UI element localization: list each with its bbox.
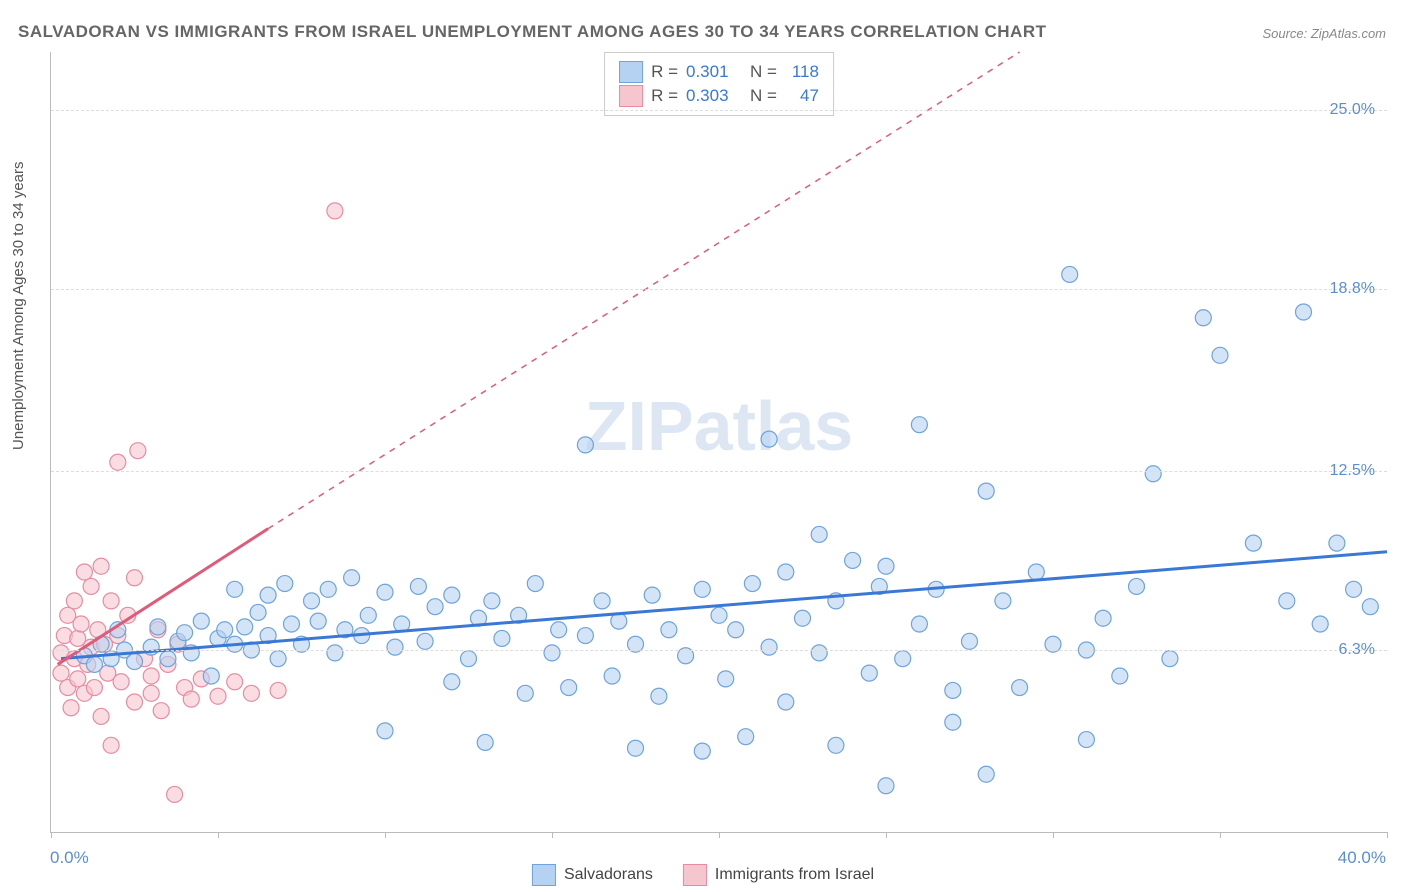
y-tick-label: 25.0% bbox=[1330, 101, 1375, 119]
legend-bottom: Salvadorans Immigrants from Israel bbox=[532, 864, 874, 886]
y-tick-label: 18.8% bbox=[1330, 280, 1375, 298]
y-tick-label: 6.3% bbox=[1339, 641, 1375, 659]
x-axis-max-label: 40.0% bbox=[1338, 848, 1386, 868]
source-attribution: Source: ZipAtlas.com bbox=[1262, 26, 1386, 41]
legend-item-series2: Immigrants from Israel bbox=[683, 864, 874, 886]
legend-label-2: Immigrants from Israel bbox=[715, 866, 874, 884]
chart-container: SALVADORAN VS IMMIGRANTS FROM ISRAEL UNE… bbox=[0, 0, 1406, 892]
plot-area: ZIPatlas R = 0.301 N = 118 R = 0.303 N =… bbox=[50, 52, 1387, 833]
y-axis-label: Unemployment Among Ages 30 to 34 years bbox=[10, 161, 27, 450]
scatter-svg bbox=[51, 52, 1387, 832]
legend-swatch-1 bbox=[532, 864, 556, 886]
chart-title: SALVADORAN VS IMMIGRANTS FROM ISRAEL UNE… bbox=[18, 22, 1046, 42]
x-axis-min-label: 0.0% bbox=[50, 848, 89, 868]
legend-item-series1: Salvadorans bbox=[532, 864, 653, 886]
legend-swatch-2 bbox=[683, 864, 707, 886]
y-tick-label: 12.5% bbox=[1330, 462, 1375, 480]
legend-label-1: Salvadorans bbox=[564, 866, 653, 884]
